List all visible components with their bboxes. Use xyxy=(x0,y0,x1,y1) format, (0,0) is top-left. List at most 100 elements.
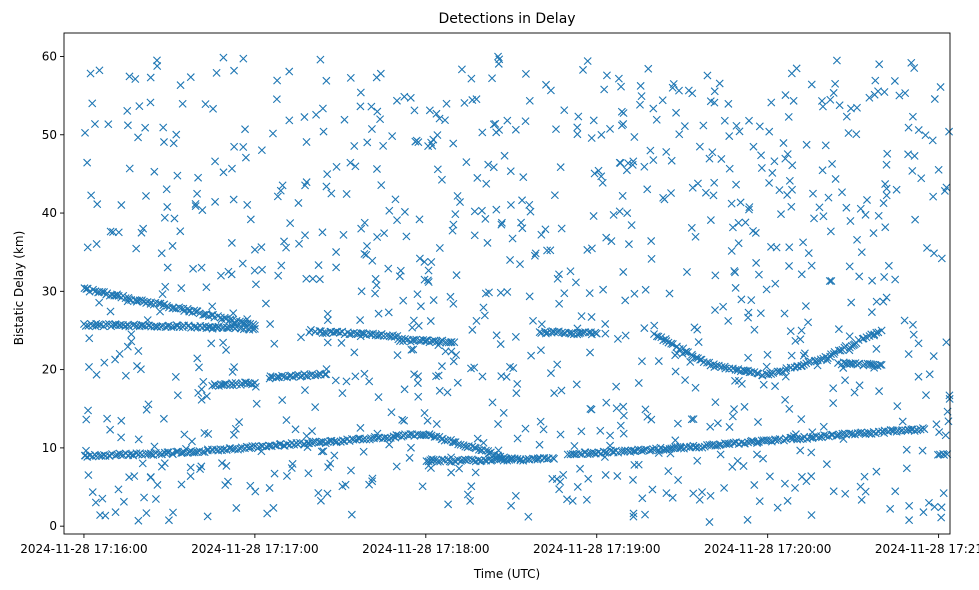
detection-marker xyxy=(709,360,718,369)
detection-marker xyxy=(301,181,310,190)
detection-marker xyxy=(818,166,827,175)
detection-marker xyxy=(930,502,939,511)
detection-marker xyxy=(226,323,235,332)
detection-marker xyxy=(449,438,458,447)
detection-marker xyxy=(437,362,446,371)
detection-marker xyxy=(868,276,877,285)
detection-marker xyxy=(900,316,909,325)
detection-marker xyxy=(410,106,419,115)
detection-marker xyxy=(435,386,444,395)
detection-marker xyxy=(449,139,458,148)
detection-marker xyxy=(910,427,919,435)
detection-marker xyxy=(517,218,526,227)
detection-marker xyxy=(248,325,257,334)
detection-marker xyxy=(85,334,94,343)
detection-marker xyxy=(322,76,331,85)
detection-marker xyxy=(230,363,239,372)
detection-marker xyxy=(114,485,123,494)
detection-marker xyxy=(922,391,930,400)
detection-marker xyxy=(511,125,520,134)
detection-marker xyxy=(246,443,255,452)
detection-marker xyxy=(640,162,649,171)
detection-marker xyxy=(904,123,913,132)
detection-marker xyxy=(162,185,171,194)
detection-marker xyxy=(92,370,101,379)
detection-marker xyxy=(882,191,891,200)
detection-marker xyxy=(383,434,392,443)
detection-marker xyxy=(285,116,294,125)
detection-marker xyxy=(153,322,162,331)
detection-marker xyxy=(278,371,287,380)
detection-marker xyxy=(156,307,165,316)
detection-marker xyxy=(757,164,766,172)
detection-marker xyxy=(533,454,542,463)
detection-marker xyxy=(411,137,420,146)
detection-marker xyxy=(492,331,501,340)
detection-marker xyxy=(447,337,456,346)
detection-marker xyxy=(470,207,479,216)
detection-marker xyxy=(765,178,774,187)
detection-marker xyxy=(316,496,325,505)
detection-marker xyxy=(671,436,680,445)
detection-marker xyxy=(945,391,954,400)
detection-marker xyxy=(295,239,304,248)
detection-marker xyxy=(880,88,889,96)
detection-marker xyxy=(203,512,212,521)
detection-marker xyxy=(406,93,415,102)
detection-marker xyxy=(539,425,548,434)
detection-marker xyxy=(194,173,203,182)
detection-marker xyxy=(433,457,442,466)
detection-marker xyxy=(330,437,339,446)
detection-marker xyxy=(351,372,360,381)
detection-marker xyxy=(272,95,281,104)
detection-marker xyxy=(745,116,753,125)
detection-marker xyxy=(587,244,596,253)
detection-marker xyxy=(95,298,104,307)
detection-marker xyxy=(892,185,901,194)
detection-marker xyxy=(861,210,870,219)
detection-marker xyxy=(573,482,582,491)
detection-marker xyxy=(725,164,734,173)
detection-marker xyxy=(125,72,134,81)
detection-marker xyxy=(824,193,833,202)
detection-marker xyxy=(621,296,630,305)
detection-marker xyxy=(908,320,917,329)
detection-marker xyxy=(619,402,628,411)
detection-marker xyxy=(494,52,503,61)
detection-marker xyxy=(929,192,938,201)
detection-marker xyxy=(750,481,759,490)
detection-marker xyxy=(134,435,143,444)
detection-marker xyxy=(621,331,630,340)
detection-marker xyxy=(785,176,794,185)
detection-marker xyxy=(713,419,722,428)
detection-marker xyxy=(698,488,707,497)
detection-marker xyxy=(852,130,861,139)
detection-marker xyxy=(139,224,148,233)
detection-marker xyxy=(796,335,805,344)
detection-marker xyxy=(780,309,789,318)
detection-marker xyxy=(437,175,446,184)
y-tick-label: 20 xyxy=(42,363,57,377)
detection-marker xyxy=(314,261,323,270)
detection-marker xyxy=(891,275,900,284)
detection-marker xyxy=(829,399,838,408)
detection-marker xyxy=(323,489,332,498)
detection-marker xyxy=(629,447,638,456)
detection-marker xyxy=(553,274,562,283)
detection-marker xyxy=(616,158,625,167)
detection-marker xyxy=(872,297,881,306)
detection-marker xyxy=(872,467,881,476)
detection-marker xyxy=(453,378,462,387)
detection-marker xyxy=(521,117,530,126)
detection-marker xyxy=(911,215,920,224)
detection-marker xyxy=(530,251,539,260)
detection-marker xyxy=(583,57,592,66)
x-axis-label: Time (UTC) xyxy=(473,567,540,581)
detection-marker xyxy=(350,348,359,357)
detection-marker xyxy=(219,53,228,62)
detection-marker xyxy=(819,422,828,431)
detection-marker xyxy=(754,270,763,279)
detection-marker xyxy=(479,438,488,447)
detection-marker xyxy=(497,218,506,227)
